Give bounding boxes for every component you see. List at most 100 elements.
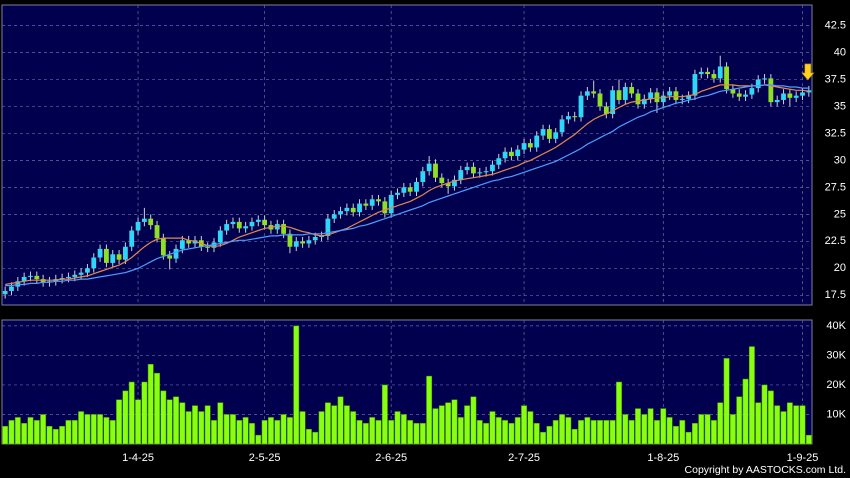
candle-body <box>546 129 552 139</box>
candle-body <box>527 143 533 148</box>
candle-body <box>230 221 236 225</box>
volume-bar <box>660 408 667 445</box>
candle-body <box>85 268 90 273</box>
x-tick-label: 1-9-25 <box>787 452 819 464</box>
volume-bar <box>685 431 692 445</box>
volume-bar <box>799 405 806 445</box>
volume-bar <box>736 396 743 445</box>
volume-bar <box>369 417 376 445</box>
candle-body <box>496 158 502 165</box>
volume-bar <box>514 417 521 445</box>
candle-body <box>331 214 337 219</box>
candle-body <box>338 211 343 215</box>
volume-bar <box>78 411 85 445</box>
volume-bar <box>14 417 21 445</box>
volume-bar <box>711 420 717 445</box>
candle-body <box>591 91 597 94</box>
volume-bar <box>261 420 268 445</box>
candle-body <box>603 106 609 114</box>
volume-bar <box>331 405 338 445</box>
volume-bar <box>337 396 344 445</box>
candle-body <box>464 166 470 171</box>
candle-body <box>306 240 312 244</box>
candle-body <box>483 171 489 173</box>
volume-bar <box>698 414 705 445</box>
volume-bar <box>293 325 300 445</box>
y-tick-label: 30K <box>826 349 846 361</box>
candle-body <box>629 87 635 94</box>
volume-bar <box>622 414 629 445</box>
moving-average-line <box>5 84 809 286</box>
candle-body <box>686 95 692 99</box>
y-tick-label: 10K <box>826 408 846 420</box>
volume-bar <box>255 434 262 445</box>
volume-bar <box>312 431 319 445</box>
candle-body <box>160 238 166 256</box>
candle-body <box>122 246 128 260</box>
candle-body <box>502 151 508 159</box>
y-tick-label: 42.5 <box>825 19 846 31</box>
candle-body <box>255 219 261 222</box>
volume-bar <box>419 423 426 445</box>
volume-bar <box>451 399 458 445</box>
volume-bar <box>413 423 420 445</box>
candle-body <box>414 181 419 192</box>
volume-bar <box>692 423 698 445</box>
volume-bar <box>185 411 192 445</box>
volume-bar <box>533 423 540 445</box>
candle-body <box>705 71 710 75</box>
candle-body <box>534 135 540 148</box>
volume-bar <box>673 426 679 445</box>
candle-body <box>344 207 350 212</box>
volume-bar <box>97 414 103 445</box>
volume-bar <box>90 414 97 445</box>
volume-bar <box>21 423 28 445</box>
candle-body <box>711 74 717 79</box>
volume-bar <box>540 431 546 445</box>
x-tick-label: 1-4-25 <box>122 452 154 464</box>
volume-bar <box>343 405 350 445</box>
volume-bar <box>565 417 572 445</box>
candle-body <box>490 164 495 172</box>
volume-bar <box>236 420 243 445</box>
y-tick-label: 40K <box>826 320 846 332</box>
volume-bar <box>381 384 388 445</box>
candle-body <box>515 149 521 157</box>
volume-bar <box>748 346 755 445</box>
volume-bar <box>578 420 584 445</box>
volume-bar <box>27 417 34 445</box>
volume-bar <box>407 420 414 445</box>
candle-body <box>433 163 438 178</box>
volume-bar <box>166 399 173 445</box>
volume-bar <box>521 405 527 445</box>
x-tick-label: 2-7-25 <box>508 452 540 464</box>
volume-bar <box>755 402 762 445</box>
candle-body <box>540 129 546 136</box>
candle-body <box>249 221 255 227</box>
volume-bar <box>635 408 641 445</box>
candle-body <box>426 163 432 172</box>
candle-body <box>21 276 27 282</box>
price-panel <box>1 4 813 306</box>
volume-bar <box>432 408 439 445</box>
volume-bar <box>717 402 724 445</box>
candle-body <box>660 95 666 103</box>
candle-body <box>787 93 793 98</box>
candle-body <box>572 116 578 118</box>
candle-body <box>141 218 147 222</box>
candle-body <box>597 93 603 107</box>
candle-body <box>509 151 514 157</box>
y-tick-label: 17.5 <box>825 289 846 301</box>
volume-bar <box>394 411 401 445</box>
candle-body <box>692 74 698 96</box>
volume-bar <box>160 390 167 445</box>
candle-body <box>66 276 71 279</box>
candle-body <box>110 254 116 263</box>
volume-bar <box>793 405 800 445</box>
candle-body <box>401 187 407 193</box>
candle-body <box>173 248 179 259</box>
candle-body <box>578 95 584 118</box>
volume-bar <box>388 420 395 445</box>
candle-body <box>477 172 483 174</box>
volume-bar <box>230 414 236 445</box>
